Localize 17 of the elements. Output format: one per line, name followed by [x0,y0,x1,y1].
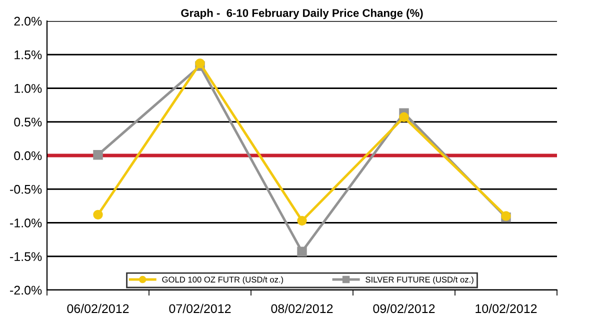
x-tick-label: 08/02/2012 [271,304,333,314]
y-tick-label: 1.0% [14,84,42,93]
chart-title: Graph - 6-10 February Daily Price Change (%) [181,8,423,20]
y-tick-label: 0.0% [14,151,42,160]
x-tick-label: 09/02/2012 [373,304,435,314]
y-tick-label: 1.5% [14,50,42,60]
y-tick-label: -1.5% [10,252,42,262]
x-tick-label: 10/02/2012 [476,304,537,314]
x-tick-label: 06/02/2012 [67,304,129,314]
x-tick-label: 07/02/2012 [169,304,231,314]
y-tick-label: -1.0% [10,218,42,228]
y-tick-label: -0.5% [10,184,42,194]
y-tick-label: -2.0% [10,286,42,295]
y-tick-label: 2.0% [14,16,42,26]
y-tick-label: 0.5% [14,118,42,127]
legend-label: SILVER FUTURE (USD/t oz.) [366,276,474,284]
legend-label: GOLD 100 OZ FUTR (USD/t oz.) [162,276,284,284]
